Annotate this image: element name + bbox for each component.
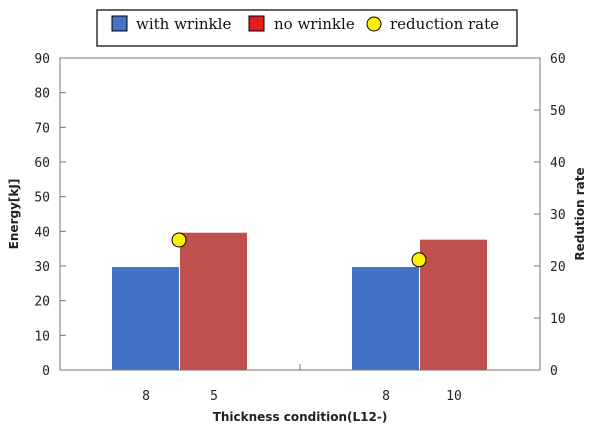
- x-tick-label: 8: [382, 389, 390, 404]
- y-tick-label: 90: [34, 52, 50, 67]
- y-tick-label: 40: [34, 225, 50, 240]
- y-tick-label: 80: [34, 87, 50, 102]
- y2-tick-label: 50: [550, 104, 566, 119]
- x-tick-label: 8: [142, 389, 150, 404]
- y2-tick-label: 40: [550, 156, 566, 171]
- y-tick-label: 10: [34, 329, 50, 344]
- y-axis-right: 0 10 20 30 40 50 60: [534, 52, 566, 379]
- bar: [352, 267, 419, 370]
- legend-label-with-wrinkle: with wrinkle: [136, 15, 231, 33]
- y2-tick-label: 20: [550, 260, 566, 275]
- x-tick-label: 5: [210, 389, 218, 404]
- y2-tick-label: 10: [550, 312, 566, 327]
- x-tick-label: 10: [446, 389, 462, 404]
- legend-label-reduction-rate: reduction rate: [390, 15, 499, 33]
- y2-axis-title: Redution rate: [573, 167, 587, 260]
- y-axis-left: 0 10 20 30 40 50 60 70 80 90: [34, 52, 66, 379]
- y-tick-label: 30: [34, 260, 50, 275]
- y-tick-label: 20: [34, 295, 50, 310]
- y2-tick-label: 0: [550, 364, 558, 379]
- legend: with wrinkle no wrinkle reduction rate: [96, 9, 518, 47]
- y-tick-label: 60: [34, 156, 50, 171]
- y2-tick-label: 30: [550, 208, 566, 223]
- reduction-rate-point: [171, 232, 187, 248]
- y-axis-title: Energy[kJ]: [7, 179, 21, 250]
- legend-box: [96, 9, 518, 47]
- legend-label-no-wrinkle: no wrinkle: [274, 15, 355, 33]
- bar: [420, 239, 487, 370]
- legend-swatch-with-wrinkle: [111, 15, 128, 32]
- bars: [112, 232, 487, 370]
- y2-tick-label: 60: [550, 52, 566, 67]
- y-tick-label: 50: [34, 191, 50, 206]
- y-tick-label: 0: [42, 364, 50, 379]
- reduction-rate-point: [411, 252, 427, 268]
- bar: [180, 232, 247, 370]
- reduction-rate-markers: [171, 232, 427, 268]
- legend-marker-reduction-rate: [366, 16, 382, 32]
- y-tick-label: 70: [34, 121, 50, 136]
- x-axis: 8 5 8 10: [142, 364, 462, 404]
- bar: [112, 267, 179, 370]
- x-axis-title: Thickness condition(L12-): [213, 410, 388, 424]
- legend-swatch-no-wrinkle: [248, 15, 265, 32]
